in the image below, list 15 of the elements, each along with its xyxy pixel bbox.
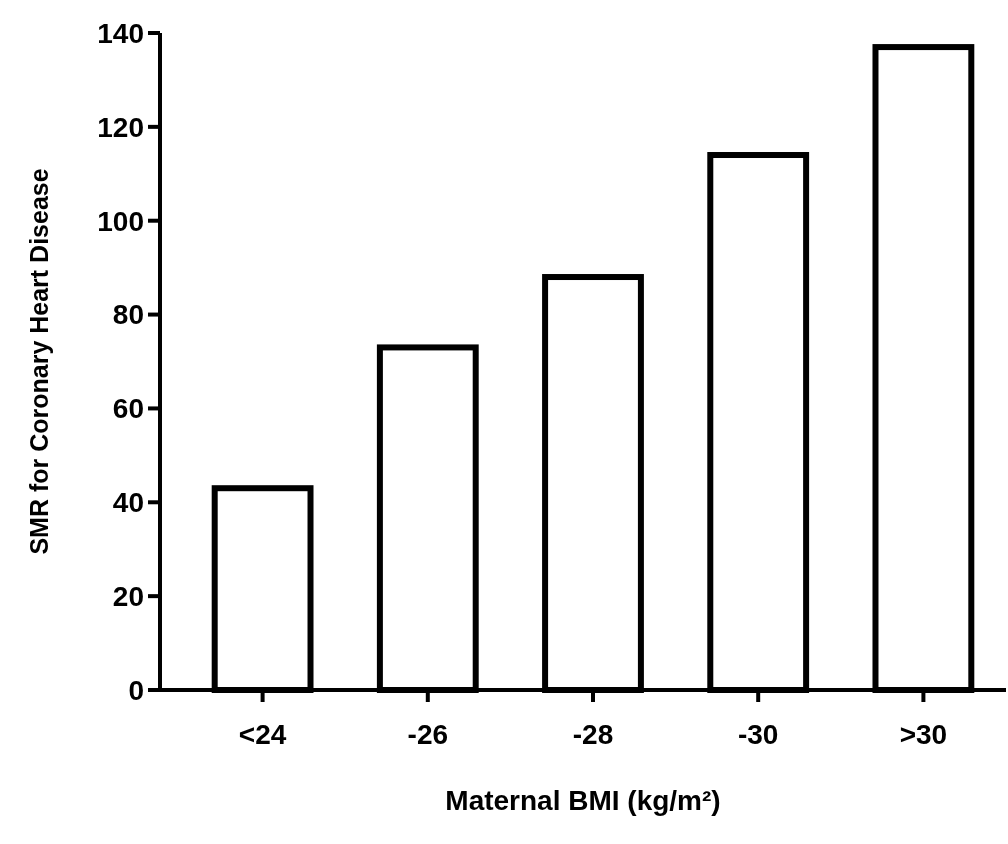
y-tick-label: 80 [112, 299, 144, 331]
y-tick-label: 140 [97, 17, 144, 49]
y-tick-label: 60 [112, 393, 144, 425]
y-tick-label: 20 [112, 580, 144, 612]
y-tick-label: 40 [112, 487, 144, 519]
x-axis-title: Maternal BMI (kg/m²) [445, 785, 721, 816]
x-tick-label: -30 [737, 719, 779, 750]
x-tick-label: -26 [407, 719, 449, 750]
y-tick-label: 100 [97, 205, 144, 237]
y-tick-label: 120 [97, 111, 144, 143]
x-tick-label: -28 [572, 719, 614, 750]
x-tick-label: <24 [238, 719, 287, 750]
y-tick-label: 0 [128, 674, 144, 706]
x-tick-label: >30 [899, 719, 948, 750]
y-axis-title: SMR for Coronary Heart Disease [25, 168, 53, 555]
